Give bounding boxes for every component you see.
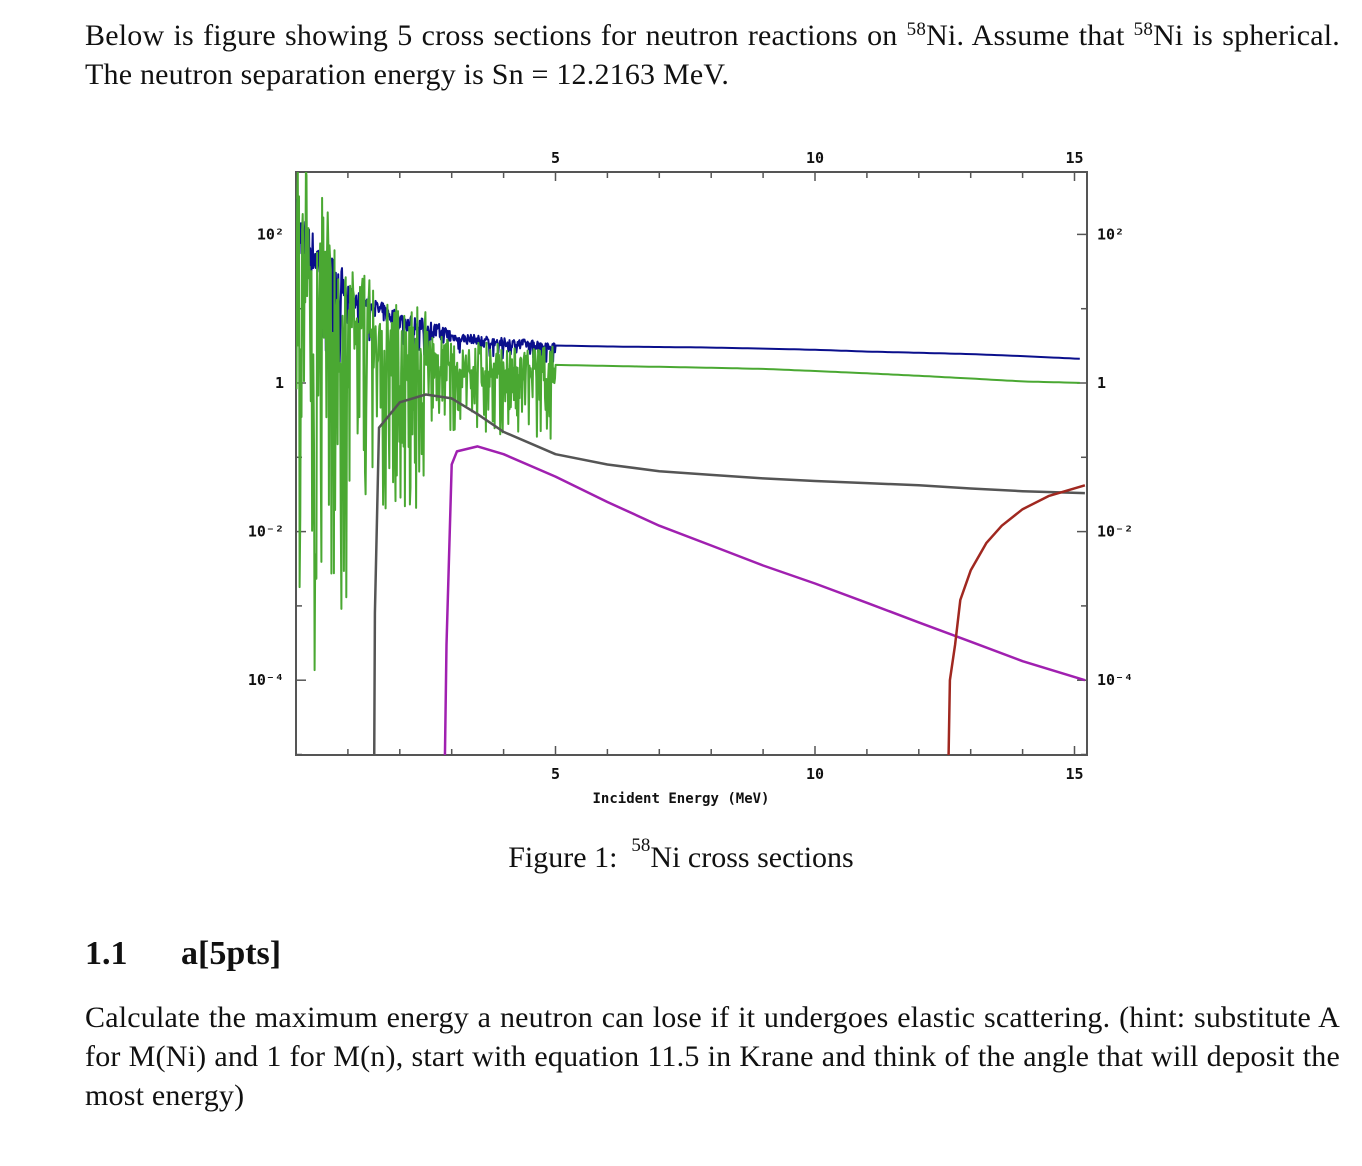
y-tick-label-left: 10² [257, 225, 284, 243]
caption-label: Figure 1: [508, 841, 618, 874]
isotope-mass-superscript: 58 [906, 19, 927, 40]
intro-text-1: Below is figure showing 5 cross sections… [85, 19, 907, 52]
y-tick-label-right: 10⁻⁴ [1097, 671, 1133, 689]
cross-section-chart: 5 5 10 10 15 15 10² 10² 1 1 10⁻² 10⁻² 10⁻⁴ 10⁻⁴ Incide… [248, 149, 1133, 807]
intro-paragraph: Below is figure showing 5 cross sections… [85, 16, 1340, 94]
axis-labels: 5 5 10 10 15 15 10² 10² 1 1 10⁻² 10⁻² 10⁻⁴ 10⁻⁴ Incide… [248, 149, 1133, 807]
caption-text: Ni cross sections [650, 841, 854, 874]
x-tick-label-bottom: 5 [551, 765, 560, 783]
x-tick-label-bottom: 10 [806, 765, 824, 783]
y-tick-label-right: 10⁻² [1097, 523, 1133, 541]
section-number: 1.1 [85, 935, 128, 972]
plot-border [295, 171, 1088, 756]
x-tick-label-bottom: 15 [1065, 765, 1083, 783]
section-heading: 1.1 a[5pts] [85, 935, 281, 973]
intro-text-2: Ni. Assume that [926, 19, 1134, 52]
isotope-mass-superscript: 58 [1133, 19, 1154, 40]
y-tick-label-right: 10² [1097, 225, 1124, 243]
x-tick-label-top: 5 [551, 149, 560, 167]
caption-mass-superscript: 58 [631, 835, 651, 856]
series-elastic-curve [296, 172, 1080, 672]
x-tick-label-top: 10 [806, 149, 824, 167]
x-axis-label: Incident Energy (MeV) [592, 791, 769, 807]
cross-section-figure: 5 5 10 10 15 15 10² 10² 1 1 10⁻² 10⁻² 10⁻⁴ 10⁻⁴ Incide… [0, 120, 1362, 820]
series-inelastic-curve [372, 393, 1085, 755]
figure-caption: Figure 1: 58Ni cross sections [0, 835, 1362, 875]
intro-text-3: Ni is spherical. The neutron separation … [85, 19, 1340, 91]
section-title: a[5pts] [181, 935, 282, 972]
plot-curves [296, 172, 1086, 755]
series--n-2n--curve [947, 484, 1086, 755]
series--n-p-like-curve [443, 445, 1086, 755]
y-tick-label-left: 1 [275, 374, 284, 392]
x-tick-label-top: 15 [1065, 149, 1083, 167]
y-tick-label-left: 10⁻⁴ [248, 671, 284, 689]
question-paragraph: Calculate the maximum energy a neutron c… [85, 1001, 1340, 1112]
y-tick-label-right: 1 [1097, 374, 1106, 392]
y-tick-label-left: 10⁻² [248, 523, 284, 541]
